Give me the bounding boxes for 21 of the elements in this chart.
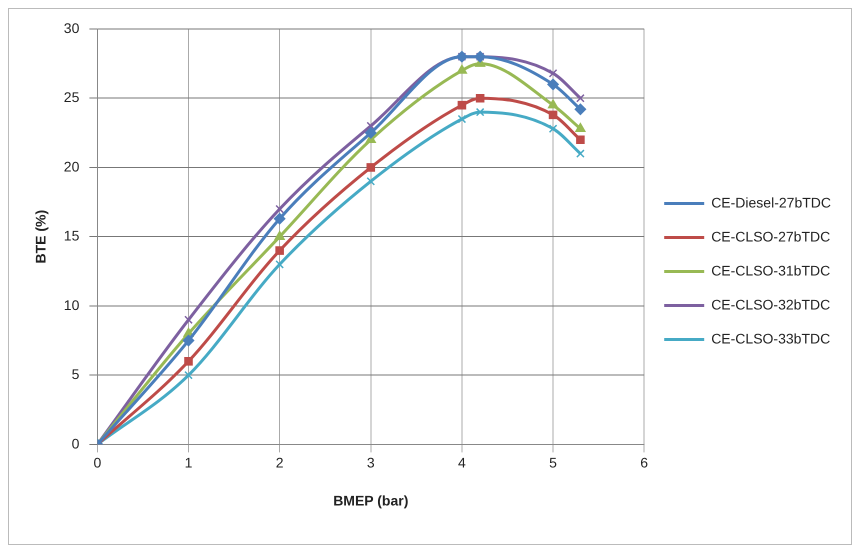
x-tick-label: 4 (458, 454, 466, 471)
x-tick-label: 3 (366, 454, 375, 471)
legend-label: CE-CLSO-32bTDC (711, 296, 830, 312)
y-tick-label: 15 (64, 228, 80, 244)
legend-label: CE-CLSO-33bTDC (711, 330, 830, 346)
x-tick-label: 0 (93, 454, 102, 471)
x-tick-label: 2 (276, 454, 284, 471)
x-axis-title: BMEP (bar) (333, 492, 408, 508)
x-tick-label: 1 (184, 454, 193, 471)
y-axis-title: BTE (%) (32, 210, 48, 264)
y-tick-label: 10 (64, 296, 80, 313)
x-tick-label: 5 (549, 454, 558, 471)
y-tick-label: 5 (72, 366, 80, 382)
legend-label: CE-CLSO-27bTDC (711, 228, 830, 244)
y-tick-label: 30 (64, 20, 80, 36)
y-tick-label: 0 (72, 435, 80, 452)
y-tick-label: 20 (64, 158, 80, 174)
legend-label: CE-CLSO-31bTDC (711, 262, 830, 278)
y-tick-label: 25 (64, 89, 80, 106)
x-tick-label: 6 (640, 454, 648, 471)
legend-label: CE-Diesel-27bTDC (711, 194, 832, 210)
